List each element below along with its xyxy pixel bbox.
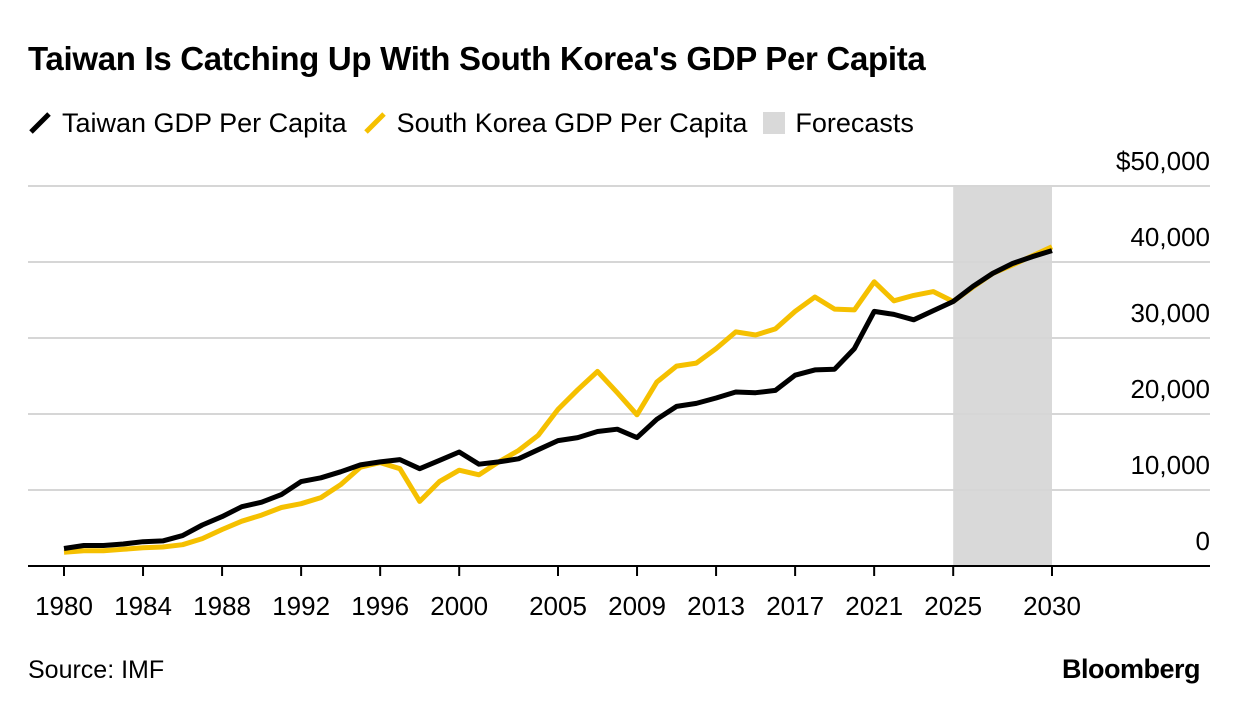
x-tick-label-1992: 1992	[272, 591, 330, 621]
source-note: Source: IMF	[28, 656, 165, 684]
legend-korea-line-icon	[363, 112, 386, 134]
tick-labels-layer: 0 10,000 20,000 30,000 40,000 $50,000 1980 1984…	[35, 146, 1210, 621]
legend-item-taiwan: Taiwan GDP Per Capita	[28, 108, 347, 139]
legend-forecast-box-icon	[763, 112, 786, 134]
y-tick-label-10000: 10,000	[1130, 450, 1210, 480]
chart-title: Taiwan Is Catching Up With South Korea's…	[28, 40, 926, 77]
x-tick-label-2030: 2030	[1023, 591, 1081, 621]
x-tick-label-1988: 1988	[193, 591, 251, 621]
legend-taiwan-line-icon	[29, 112, 51, 134]
x-tick-label-2013: 2013	[687, 591, 745, 621]
y-tick-label-50000: $50,000	[1116, 146, 1210, 176]
legend-item-korea: South Korea GDP Per Capita	[363, 107, 748, 139]
series-layer	[63, 244, 1054, 555]
series-line-south-korea	[63, 244, 1054, 555]
x-tick-label-2021: 2021	[845, 591, 903, 621]
x-tick-label-1980: 1980	[35, 591, 93, 621]
forecast-region-layer	[953, 186, 1052, 566]
axis-layer	[28, 565, 1210, 576]
legend-korea-label: South Korea GDP Per Capita	[396, 107, 748, 138]
bloomberg-logo: Bloomberg	[1061, 654, 1201, 684]
x-tick-label-2000: 2000	[430, 591, 488, 621]
x-tick-label-2017: 2017	[766, 591, 824, 621]
x-tick-label-1996: 1996	[351, 591, 409, 621]
legend-forecasts-label: Forecasts	[795, 107, 914, 138]
y-tick-label-30000: 30,000	[1130, 298, 1210, 328]
x-tick-label-2005: 2005	[529, 591, 587, 621]
forecast-region	[953, 186, 1052, 566]
y-tick-label-20000: 20,000	[1130, 374, 1210, 404]
y-tick-label-40000: 40,000	[1130, 222, 1210, 252]
x-tick-label-1984: 1984	[114, 591, 172, 621]
y-tick-label-0: 0	[1196, 526, 1210, 556]
series-line-taiwan	[63, 248, 1053, 551]
legend-item-forecasts: Forecasts	[763, 108, 914, 139]
legend-taiwan-label: Taiwan GDP Per Capita	[62, 107, 347, 138]
x-tick-label-2009: 2009	[608, 591, 666, 621]
x-tick-label-2025: 2025	[924, 591, 982, 621]
chart-legend: Taiwan GDP Per Capita South Korea GDP Pe…	[28, 106, 930, 140]
